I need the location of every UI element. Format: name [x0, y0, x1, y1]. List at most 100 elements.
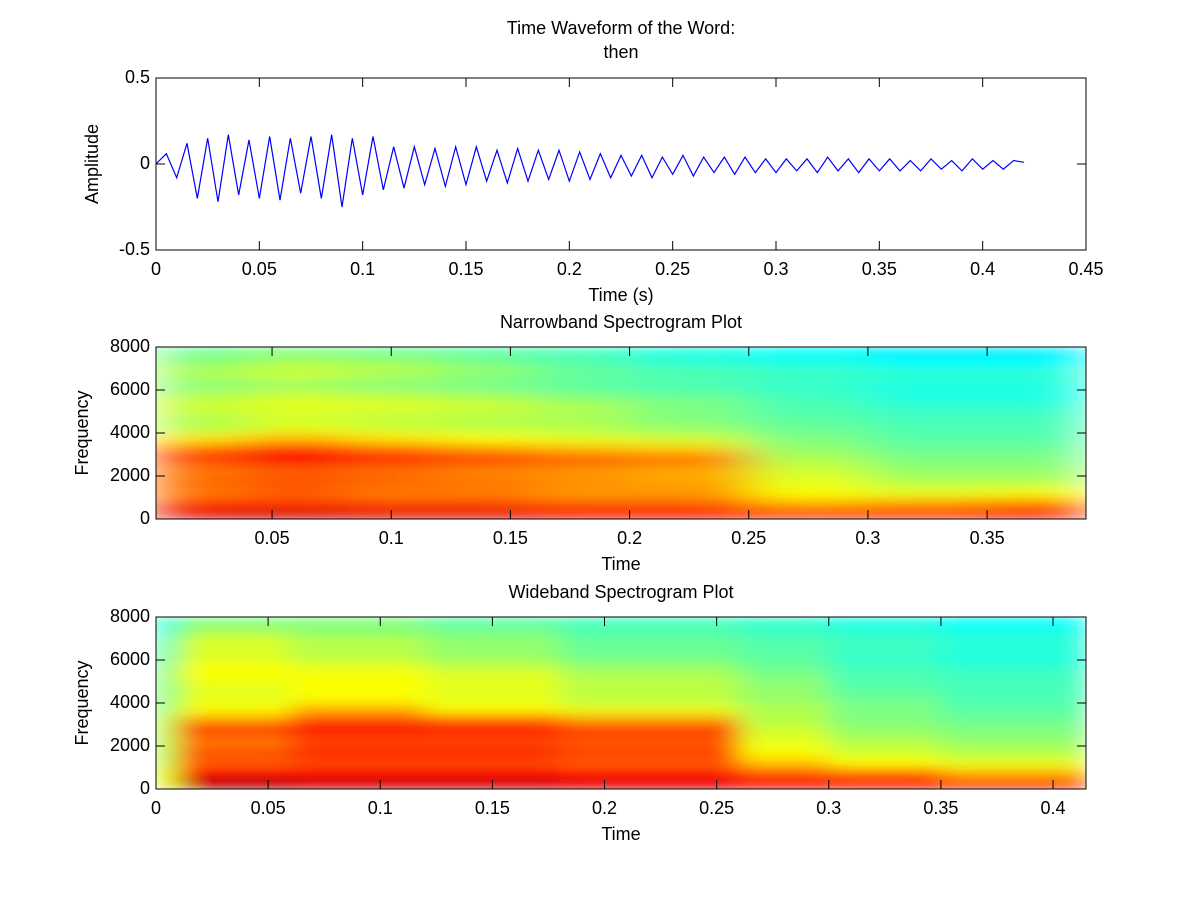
spectrogram-cell	[534, 379, 631, 391]
spectrogram-cell	[867, 508, 988, 519]
spectrogram-cell	[534, 433, 631, 445]
spectrogram-cell	[867, 400, 988, 412]
y-tick-label: 0	[140, 153, 150, 173]
x-tick-label: 0.2	[592, 798, 617, 818]
spectrogram-cell	[748, 465, 869, 477]
spectrogram-cell	[425, 735, 561, 747]
spectrogram-cell	[290, 778, 426, 789]
spectrogram-cell	[739, 703, 830, 715]
spectrogram-cell	[629, 454, 750, 466]
spectrogram-cell	[156, 713, 179, 725]
spectrogram-cell	[987, 368, 1086, 380]
spectrogram-cell	[290, 692, 426, 704]
spectrogram-cell	[156, 638, 179, 650]
spectrogram-cell	[629, 379, 750, 391]
spectrogram-cell	[987, 379, 1086, 391]
spectrogram-cell	[178, 649, 292, 661]
spectrogram-cell	[629, 443, 750, 455]
x-tick-label: 0.45	[1068, 259, 1103, 279]
spectrogram-cell	[438, 390, 535, 402]
spectrogram-cell	[828, 627, 942, 639]
spectrogram-cell	[867, 486, 988, 498]
spectrogram-cell	[248, 465, 345, 477]
spectrogram-cell	[290, 703, 426, 715]
spectrogram-cell	[156, 681, 179, 693]
spectrogram-cell	[987, 497, 1086, 509]
spectrogram-cell	[156, 660, 179, 672]
x-tick-label: 0.35	[970, 528, 1005, 548]
spectrogram-cell	[343, 379, 440, 391]
spectrogram-cell	[290, 767, 426, 779]
x-tick-label: 0	[151, 798, 161, 818]
spectrogram-cell	[559, 713, 740, 725]
spectrogram-cell	[739, 767, 830, 779]
spectrogram-cell	[156, 379, 249, 391]
spectrogram-cell	[290, 627, 426, 639]
x-tick-label: 0.35	[923, 798, 958, 818]
spectrogram-cell	[987, 347, 1086, 359]
spectrogram-cell	[156, 670, 179, 682]
spectrogram-cell	[987, 486, 1086, 498]
spectrogram-cell	[629, 486, 750, 498]
spectrogram-cell	[438, 476, 535, 488]
spectrogram-cell	[534, 465, 631, 477]
spectrogram-cell	[629, 390, 750, 402]
x-tick-label: 0.1	[350, 259, 375, 279]
y-tick-label: 6000	[110, 379, 150, 399]
spectrogram-cell	[940, 649, 1086, 661]
y-axis-label: Frequency	[72, 390, 92, 475]
spectrogram-cell	[343, 443, 440, 455]
spectrogram-cell	[425, 713, 561, 725]
spectrogram-cell	[178, 660, 292, 672]
spectrogram-cell	[940, 617, 1086, 629]
spectrogram-cell	[343, 411, 440, 423]
spectrogram-cells	[156, 617, 1086, 789]
spectrogram-cell	[438, 497, 535, 509]
x-tick-label: 0.15	[493, 528, 528, 548]
spectrogram-cell	[156, 357, 249, 369]
spectrogram-cell	[438, 400, 535, 412]
spectrogram-cell	[534, 368, 631, 380]
spectrogram-cell	[343, 422, 440, 434]
x-tick-label: 0.4	[1041, 798, 1066, 818]
x-tick-label: 0.15	[475, 798, 510, 818]
spectrogram-cell	[748, 400, 869, 412]
spectrogram-cell	[156, 411, 249, 423]
spectrogram-cell	[156, 627, 179, 639]
spectrogram-cell	[534, 347, 631, 359]
spectrogram-cell	[178, 670, 292, 682]
spectrogram-cell	[534, 497, 631, 509]
spectrogram	[156, 617, 1086, 789]
spectrogram-cell	[828, 746, 942, 758]
spectrogram-cell	[156, 746, 179, 758]
spectrogram-cell	[559, 649, 740, 661]
spectrogram-cell	[940, 756, 1086, 768]
spectrogram-cell	[343, 476, 440, 488]
spectrogram-cell	[748, 497, 869, 509]
spectrogram-cell	[178, 724, 292, 736]
spectrogram-cell	[739, 735, 830, 747]
spectrogram-cell	[559, 703, 740, 715]
spectrogram-cell	[156, 454, 249, 466]
spectrogram-cell	[343, 486, 440, 498]
x-tick-label: 0.05	[255, 528, 290, 548]
spectrogram-cell	[629, 368, 750, 380]
spectrogram-cell	[343, 390, 440, 402]
spectrogram-cell	[828, 767, 942, 779]
spectrogram-cell	[425, 724, 561, 736]
spectrogram-cell	[748, 390, 869, 402]
spectrogram-cell	[156, 465, 249, 477]
spectrogram-cell	[867, 454, 988, 466]
x-tick-label: 0.25	[731, 528, 766, 548]
spectrogram-cell	[940, 713, 1086, 725]
spectrogram-cell	[629, 400, 750, 412]
spectrogram-cell	[748, 411, 869, 423]
spectrogram-cell	[156, 508, 249, 519]
spectrogram-cell	[248, 347, 345, 359]
chart-title: Time Waveform of the Word:	[507, 18, 735, 38]
y-tick-label: 6000	[110, 649, 150, 669]
spectrogram-cell	[534, 443, 631, 455]
spectrogram-cell	[438, 368, 535, 380]
